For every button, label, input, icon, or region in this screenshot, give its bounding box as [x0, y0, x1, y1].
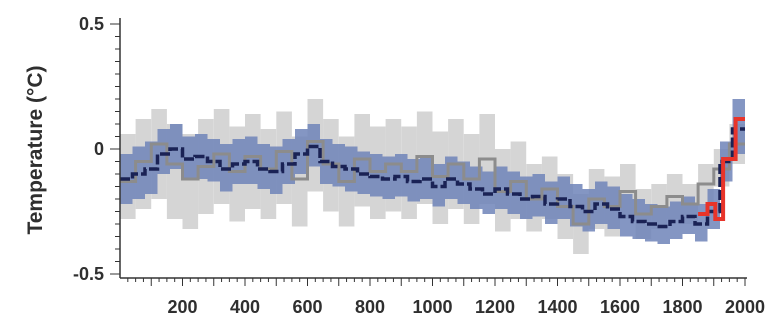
- dark-series-uncertainty-band: [170, 124, 183, 169]
- x-tick-label: 400: [230, 297, 260, 317]
- y-tick-label: 0: [94, 139, 104, 159]
- gray-series-line: [120, 140, 745, 226]
- x-tick-label: 1200: [475, 297, 515, 317]
- dark-series-uncertainty-band: [595, 181, 608, 224]
- dark-series-uncertainty-band: [132, 146, 145, 199]
- dark-series-uncertainty-band: [432, 164, 445, 207]
- x-tick-label: 800: [355, 297, 385, 317]
- x-tick-label: 600: [292, 297, 322, 317]
- x-tick-label: 1400: [537, 297, 577, 317]
- dark-series-line: [120, 127, 745, 229]
- x-tick-label: 1600: [600, 297, 640, 317]
- y-axis-label: Temperature (°C): [24, 65, 47, 234]
- dark-series-uncertainty-band: [232, 139, 245, 184]
- dark-series-uncertainty-band: [245, 136, 258, 184]
- x-tick-label: 2000: [725, 297, 765, 317]
- x-tick-label: 1800: [662, 297, 702, 317]
- x-tick-label: 200: [167, 297, 197, 317]
- dark-series-uncertainty-band: [295, 129, 308, 174]
- x-tick-label: 1000: [412, 297, 452, 317]
- y-tick-label: 0.5: [79, 14, 104, 34]
- dark-series-uncertainty-band: [495, 166, 508, 209]
- axes: 200 400 600 800 1000 1200 1400 1600 1800 2000 0.5 0…: [73, 14, 765, 317]
- dark-series-uncertainty-band: [620, 194, 633, 237]
- y-tick-label: -0.5: [73, 264, 104, 284]
- red-series-line: [698, 117, 745, 221]
- dark-series-uncertainty-band: [670, 201, 683, 239]
- plot-area: [120, 99, 745, 254]
